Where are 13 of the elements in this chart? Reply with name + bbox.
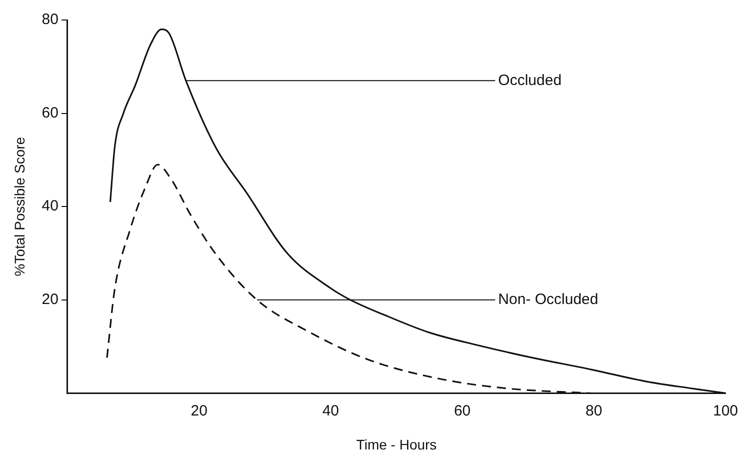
- annotation: Non- Occluded: [498, 291, 598, 308]
- y-tick-label: 60: [42, 104, 58, 122]
- x-tick-label: 100: [712, 402, 738, 420]
- x-tick-label: 60: [454, 402, 471, 420]
- x-tick-label: 20: [190, 402, 208, 420]
- x-tick-label: 40: [322, 402, 340, 420]
- x-axis-title: Time - Hours: [356, 436, 437, 452]
- annotation: Occluded: [498, 72, 562, 89]
- y-axis-title: %Total Possible Score: [11, 136, 28, 276]
- y-tick-label: 20: [42, 291, 58, 308]
- y-tick-label: 40: [42, 198, 58, 215]
- y-tick-label: 80: [42, 11, 58, 28]
- x-tick-label: 80: [586, 402, 602, 420]
